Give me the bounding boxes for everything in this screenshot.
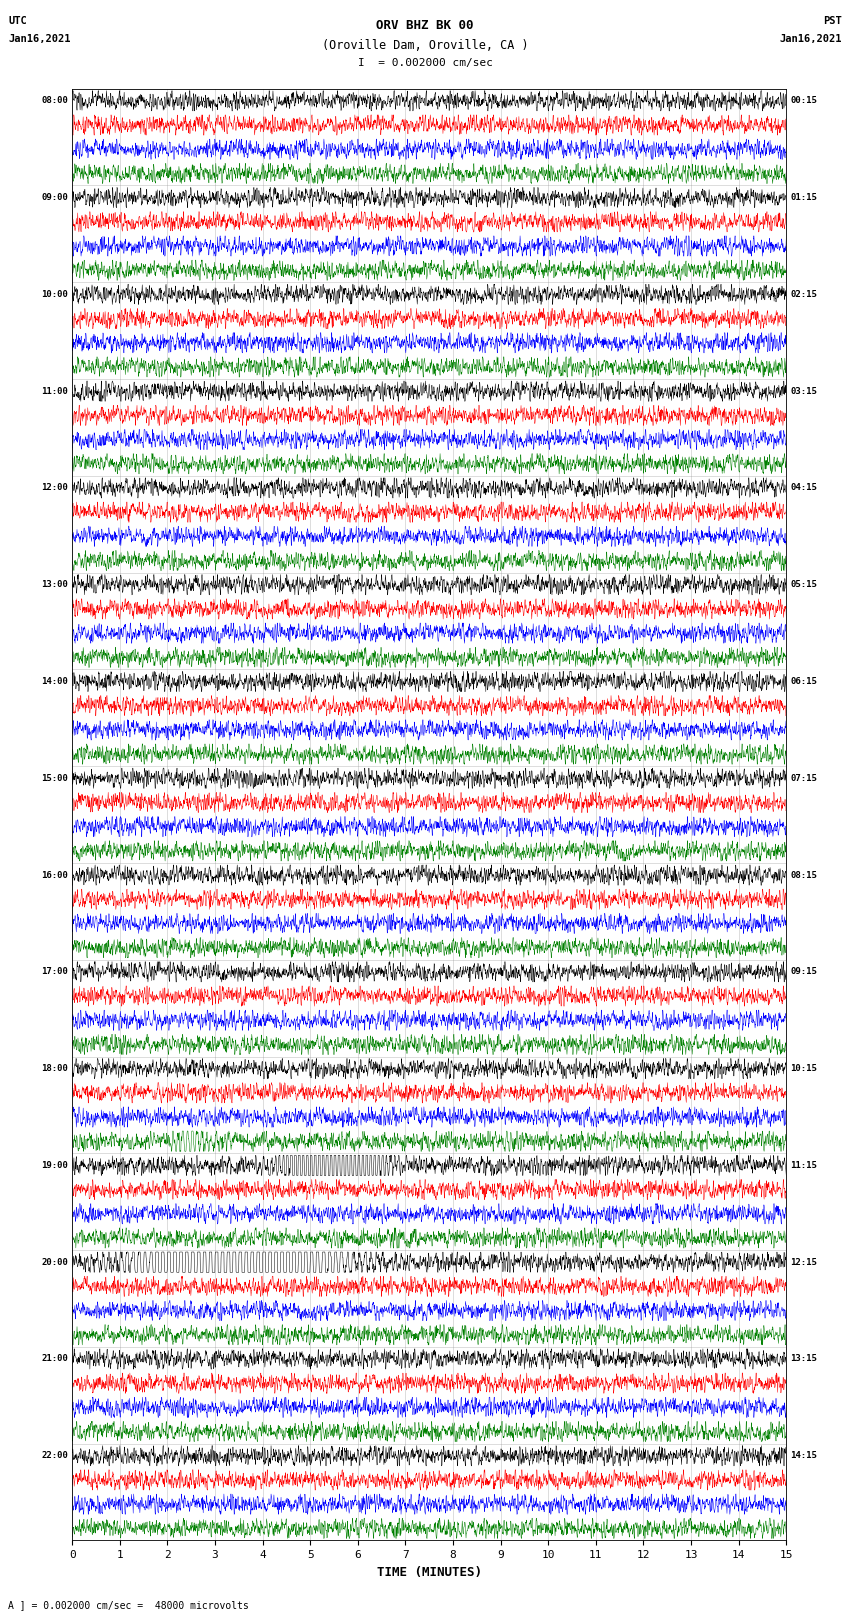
- Text: 13:00: 13:00: [41, 581, 68, 589]
- Text: Jan16,2021: Jan16,2021: [779, 34, 842, 44]
- Text: 08:15: 08:15: [790, 871, 818, 879]
- Text: 00:15: 00:15: [790, 97, 818, 105]
- Text: A ] = 0.002000 cm/sec =  48000 microvolts: A ] = 0.002000 cm/sec = 48000 microvolts: [8, 1600, 249, 1610]
- Text: 06:15: 06:15: [790, 677, 818, 686]
- Text: 09:15: 09:15: [790, 968, 818, 976]
- Text: ORV BHZ BK 00: ORV BHZ BK 00: [377, 19, 473, 32]
- Text: 16:00: 16:00: [41, 871, 68, 879]
- Text: 14:15: 14:15: [790, 1452, 818, 1460]
- Text: 22:00: 22:00: [41, 1452, 68, 1460]
- Text: 12:15: 12:15: [790, 1258, 818, 1266]
- Text: 11:00: 11:00: [41, 387, 68, 395]
- Text: 08:00: 08:00: [41, 97, 68, 105]
- Text: 15:00: 15:00: [41, 774, 68, 782]
- Text: 07:15: 07:15: [790, 774, 818, 782]
- Text: 01:15: 01:15: [790, 194, 818, 202]
- Text: 04:15: 04:15: [790, 484, 818, 492]
- Text: 19:00: 19:00: [41, 1161, 68, 1169]
- Text: 13:15: 13:15: [790, 1355, 818, 1363]
- Text: 14:00: 14:00: [41, 677, 68, 686]
- Text: 11:15: 11:15: [790, 1161, 818, 1169]
- Text: 12:00: 12:00: [41, 484, 68, 492]
- Text: 09:00: 09:00: [41, 194, 68, 202]
- Text: 02:15: 02:15: [790, 290, 818, 298]
- Text: Jan16,2021: Jan16,2021: [8, 34, 71, 44]
- Text: 03:15: 03:15: [790, 387, 818, 395]
- Text: 18:00: 18:00: [41, 1065, 68, 1073]
- Text: UTC: UTC: [8, 16, 27, 26]
- Text: PST: PST: [823, 16, 842, 26]
- Text: I  = 0.002000 cm/sec: I = 0.002000 cm/sec: [358, 58, 492, 68]
- Text: 20:00: 20:00: [41, 1258, 68, 1266]
- Text: (Oroville Dam, Oroville, CA ): (Oroville Dam, Oroville, CA ): [321, 39, 529, 52]
- Text: 05:15: 05:15: [790, 581, 818, 589]
- Text: 10:15: 10:15: [790, 1065, 818, 1073]
- X-axis label: TIME (MINUTES): TIME (MINUTES): [377, 1566, 482, 1579]
- Text: 17:00: 17:00: [41, 968, 68, 976]
- Text: 10:00: 10:00: [41, 290, 68, 298]
- Text: 21:00: 21:00: [41, 1355, 68, 1363]
